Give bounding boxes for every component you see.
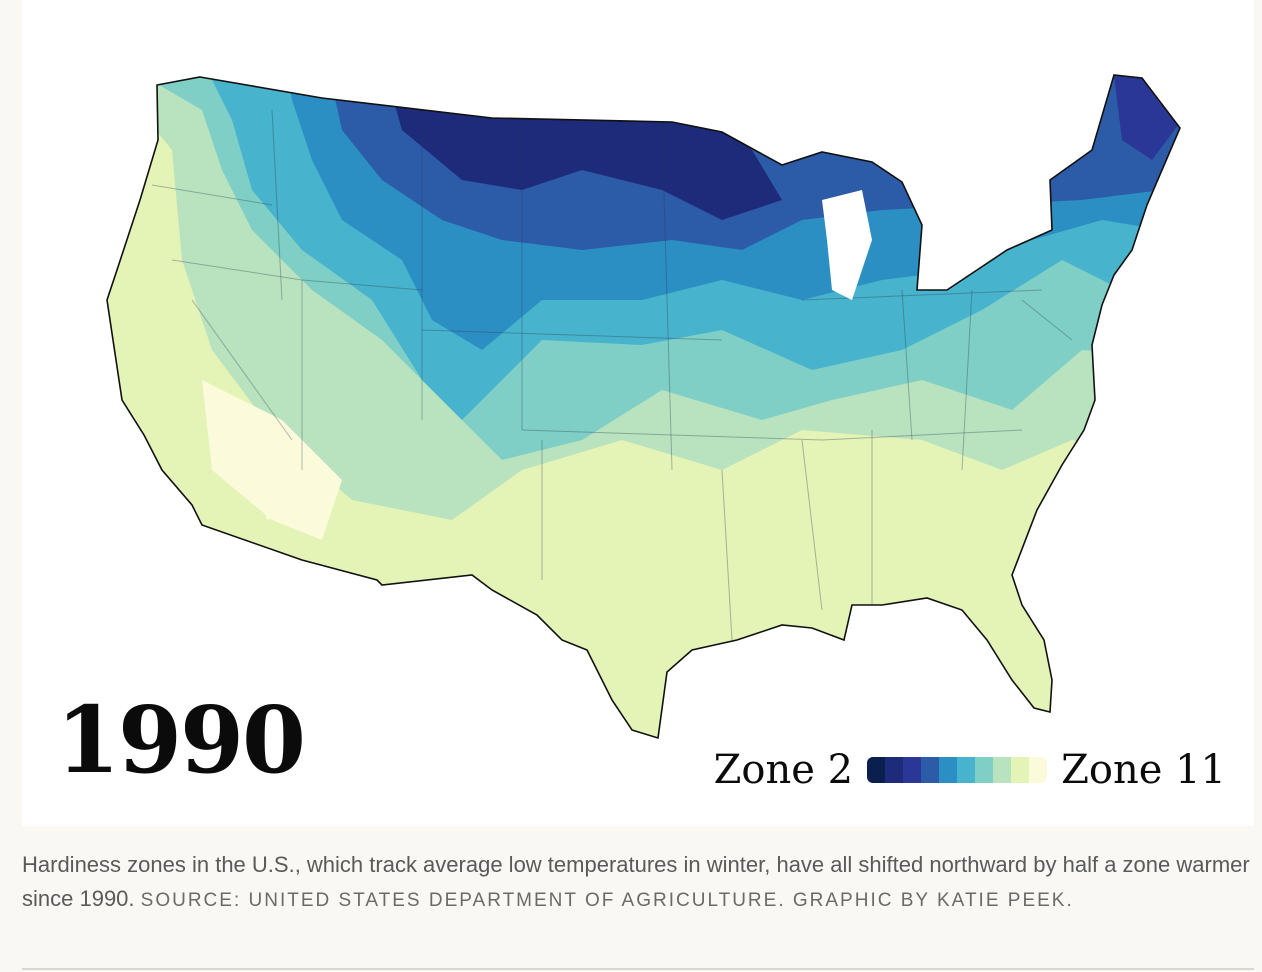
zone-swatch-3 — [903, 757, 922, 783]
year-label: 1990 — [56, 686, 306, 794]
zone-swatch-5 — [939, 757, 958, 783]
zone-legend: Zone 2 Zone 11 — [714, 744, 1226, 796]
us-hardiness-map — [106, 74, 1181, 740]
zone-swatch-6 — [957, 757, 976, 783]
lake-michigan — [822, 190, 872, 300]
zone-band-10 — [252, 450, 292, 520]
zone-swatch-7 — [975, 757, 994, 783]
state-borders — [151, 109, 1073, 641]
zone-bands — [107, 75, 1180, 738]
zone-swatch-9 — [1011, 757, 1030, 783]
caption-divider — [22, 968, 1254, 970]
zone-swatch-1 — [867, 757, 886, 783]
caption-text: Hardiness zones in the U.S., which track… — [22, 852, 1250, 911]
us-outline — [106, 74, 1181, 740]
zone-color-ramp — [867, 757, 1048, 783]
zone-swatch-8 — [993, 757, 1012, 783]
figure-caption: Hardiness zones in the U.S., which track… — [22, 848, 1254, 918]
zone-swatch-2 — [885, 757, 904, 783]
legend-low-label: Zone 2 — [713, 747, 854, 793]
map-figure: 1990 Zone 2 Zone 11 — [22, 0, 1254, 826]
zone-swatch-4 — [921, 757, 940, 783]
caption-credit: SOURCE: UNITED STATES DEPARTMENT OF AGRI… — [140, 890, 1074, 911]
zone-swatch-10 — [1029, 757, 1048, 783]
legend-high-label: Zone 11 — [1061, 747, 1226, 793]
